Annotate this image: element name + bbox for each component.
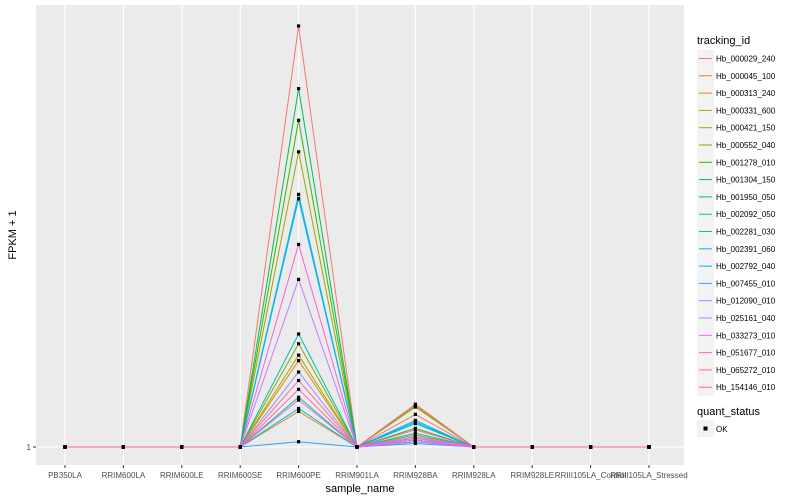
data-point [530, 445, 534, 449]
quant-status-symbol [703, 426, 708, 431]
data-point [413, 433, 417, 437]
x-tick-label: RRIM928LE [510, 471, 554, 480]
legend-label: Hb_001950_050 [716, 193, 776, 202]
data-point [297, 192, 301, 196]
data-point [413, 436, 417, 440]
y-axis: 1 [27, 443, 36, 452]
legend-label: Hb_000552_040 [716, 141, 776, 150]
legend-label: Hb_002092_050 [716, 210, 776, 219]
data-point [413, 405, 417, 409]
series-points [63, 24, 651, 449]
x-axis: PB350LA RRIM600LA RRIM600LE RRIM600SE RRIM60… [48, 465, 688, 480]
legend-label: Hb_002391_060 [716, 245, 776, 254]
legend-label: Hb_001304_150 [716, 176, 776, 185]
x-tick-label: RRIII105LA_Control [555, 471, 627, 480]
x-tick-label: RRIM600PE [276, 471, 320, 480]
data-point [238, 445, 242, 449]
legend-title: tracking_id [697, 35, 750, 47]
data-point [297, 398, 301, 402]
y-axis-title: FPKM + 1 [7, 210, 19, 259]
data-point [297, 118, 301, 122]
data-point [297, 277, 301, 281]
legend-label: Hb_002281_030 [716, 228, 776, 237]
x-tick-label: RRIM600LE [160, 471, 204, 480]
legend-label: Hb_007455_010 [716, 279, 776, 288]
legend-label: Hb_002792_040 [716, 262, 776, 271]
data-point [121, 445, 125, 449]
data-point [413, 434, 417, 439]
y-tick-label: 1 [27, 443, 32, 452]
legend-label: Hb_000045_100 [716, 72, 776, 81]
data-point [413, 402, 417, 406]
data-point [297, 87, 301, 91]
plot-panel [36, 5, 684, 465]
legend: Hb_000029_240 Hb_000045_100 Hb_000313_240 H… [697, 50, 776, 396]
data-point [413, 412, 417, 416]
data-point [297, 406, 301, 411]
legend-label: Hb_000421_150 [716, 124, 776, 133]
data-point [297, 242, 301, 247]
legend-label: Hb_065272_010 [716, 366, 776, 375]
legend-label: Hb_154146_010 [716, 383, 776, 392]
data-point [297, 370, 301, 374]
data-point [297, 150, 301, 154]
legend-label: Hb_000331_600 [716, 106, 776, 115]
data-point [297, 332, 301, 336]
quant-status-label: OK [716, 425, 728, 434]
data-point [297, 378, 301, 383]
data-point [413, 431, 417, 435]
data-point [297, 440, 301, 444]
x-tick-label: RRIM600LA [102, 471, 146, 480]
legend-label: Hb_000029_240 [716, 55, 776, 64]
legend-label: Hb_033273_010 [716, 331, 776, 340]
data-point [297, 24, 301, 28]
data-point [413, 438, 417, 442]
x-tick-label: RRIM928BA [393, 471, 438, 480]
data-point [413, 426, 417, 430]
data-point [297, 409, 301, 413]
data-point [647, 445, 651, 449]
x-tick-label: RRIII105LA_Stressed [610, 471, 687, 480]
data-point [413, 421, 417, 426]
data-point [297, 353, 301, 357]
x-tick-label: RRIM901LA [335, 471, 379, 480]
data-point [63, 445, 67, 449]
data-point [297, 387, 301, 391]
data-point [297, 197, 301, 201]
data-point [413, 441, 417, 446]
legend-label: Hb_051677_010 [716, 349, 776, 358]
legend-label: Hb_000313_240 [716, 89, 776, 98]
data-point [297, 359, 301, 363]
x-tick-label: RRIM600SE [218, 471, 262, 480]
quant-status-title: quant_status [697, 406, 760, 418]
data-point [297, 342, 301, 346]
data-point [472, 445, 476, 449]
legend-label: Hb_012090_010 [716, 297, 776, 306]
x-tick-label: PB350LA [48, 471, 82, 480]
legend-label: Hb_025161_040 [716, 314, 776, 323]
data-point [413, 428, 417, 432]
legend-label: Hb_001278_010 [716, 158, 776, 167]
data-point [413, 440, 417, 444]
data-point [355, 445, 359, 449]
x-axis-title: sample_name [325, 483, 394, 495]
data-point [297, 395, 301, 399]
x-tick-label: RRIM928LA [452, 471, 496, 480]
data-point [589, 445, 593, 449]
data-point [180, 445, 184, 449]
